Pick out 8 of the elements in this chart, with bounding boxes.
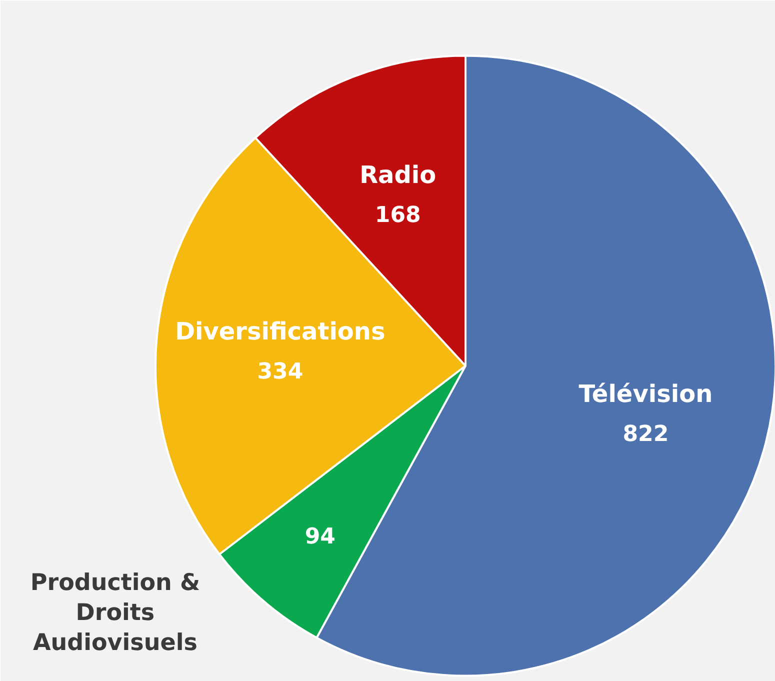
data-label: 822: [622, 422, 669, 447]
data-label: 334: [257, 360, 304, 385]
slice-label: Diversifications: [175, 318, 386, 346]
slice-label: Production & Droits Audiovisuels: [30, 570, 200, 656]
data-label: 168: [374, 202, 421, 228]
slice-label: Radio: [360, 160, 436, 189]
data-label: 94: [304, 524, 336, 550]
slice-label: Télévision: [578, 380, 713, 408]
